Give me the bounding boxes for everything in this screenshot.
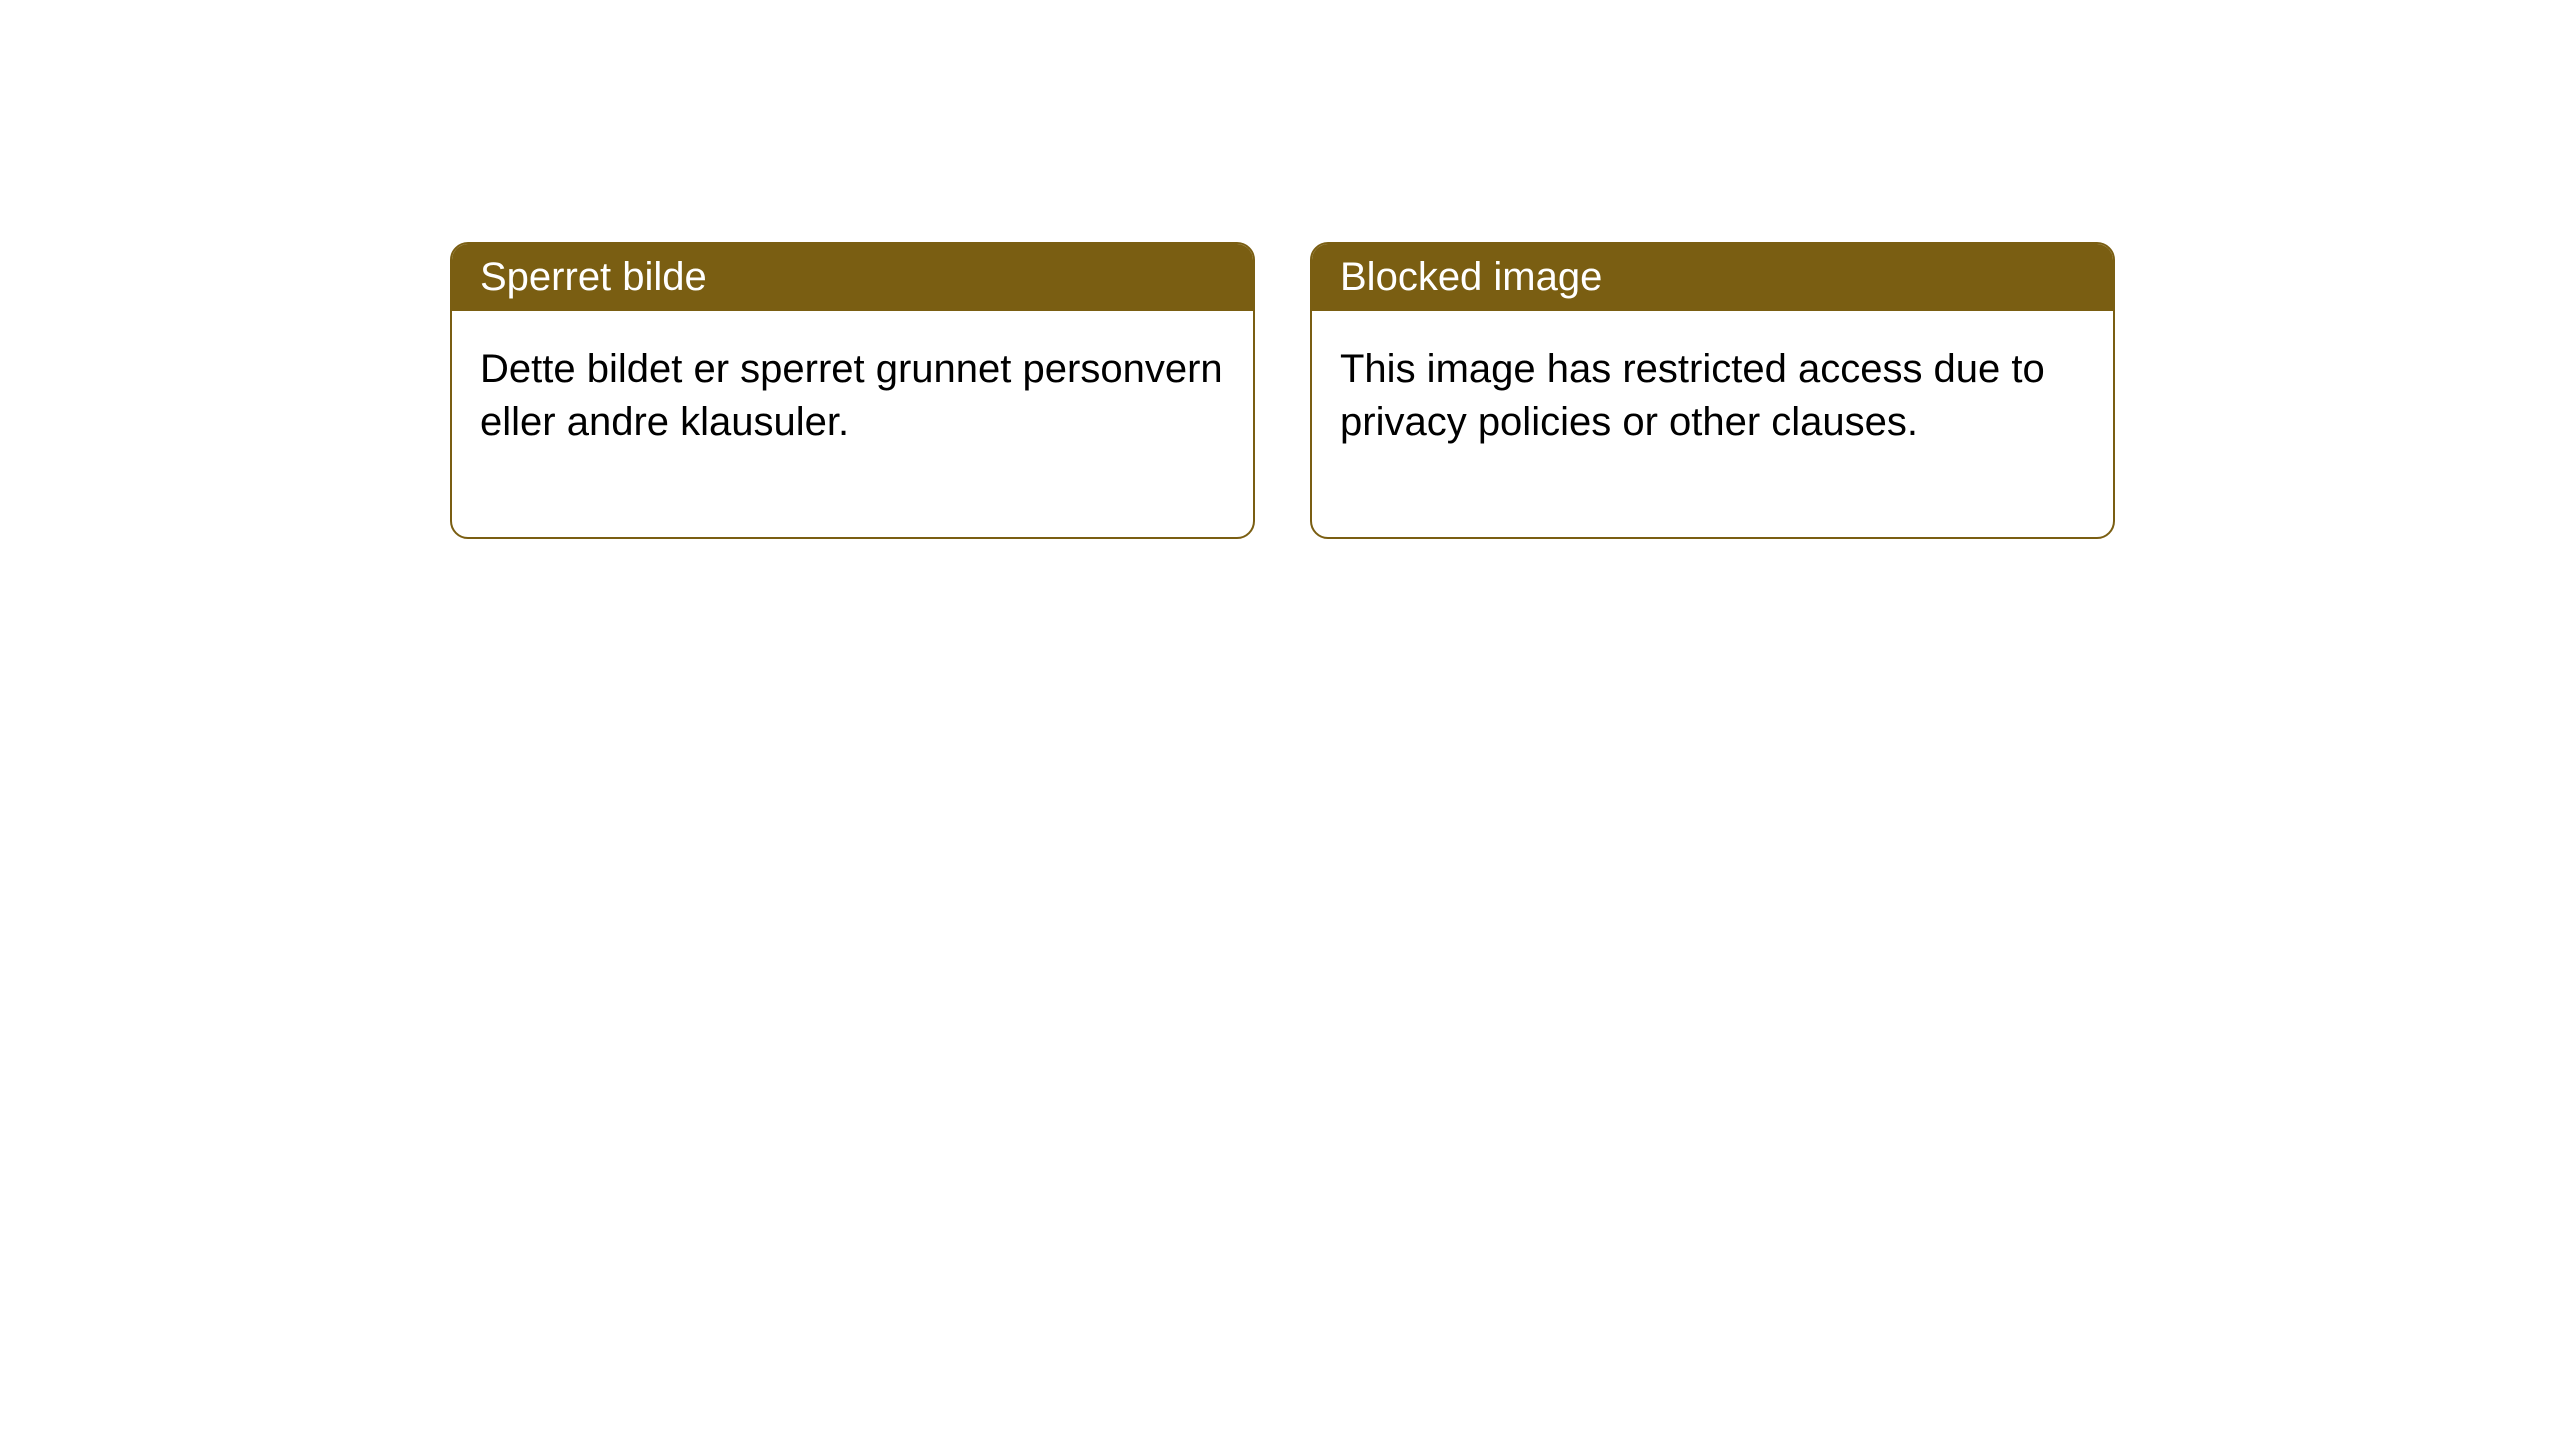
- notice-body-norwegian: Dette bildet er sperret grunnet personve…: [452, 311, 1253, 537]
- notice-body-english: This image has restricted access due to …: [1312, 311, 2113, 485]
- notice-box-norwegian: Sperret bilde Dette bildet er sperret gr…: [450, 242, 1255, 539]
- notice-box-english: Blocked image This image has restricted …: [1310, 242, 2115, 539]
- notice-header-english: Blocked image: [1312, 244, 2113, 311]
- notice-container: Sperret bilde Dette bildet er sperret gr…: [0, 0, 2560, 539]
- notice-header-norwegian: Sperret bilde: [452, 244, 1253, 311]
